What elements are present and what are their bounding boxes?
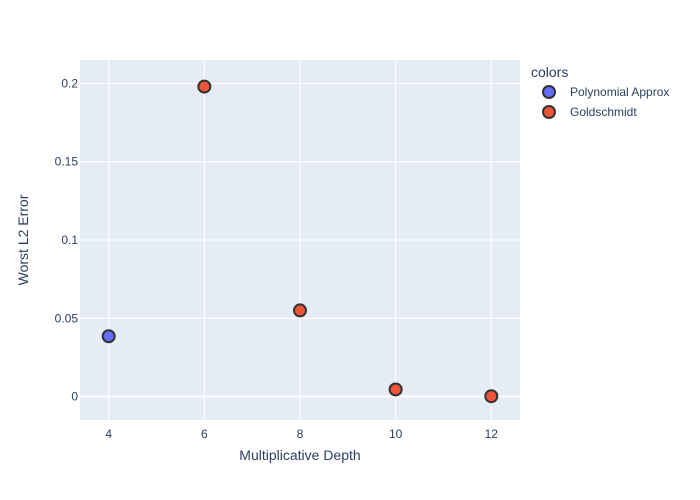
- y-axis-title: Worst L2 Error: [15, 194, 31, 285]
- y-tick-label: 0.1: [61, 233, 78, 247]
- data-point: [484, 389, 499, 404]
- x-axis-title: Multiplicative Depth: [239, 447, 360, 463]
- legend-item-label: Goldschmidt: [570, 105, 637, 119]
- y-tick-label: 0.2: [61, 76, 78, 90]
- legend-item-label: Polynomial Approx: [570, 85, 669, 99]
- legend-marker: [542, 85, 556, 99]
- data-point: [101, 329, 116, 344]
- x-tick-label: 4: [105, 427, 112, 441]
- x-tick-label: 10: [389, 427, 403, 441]
- legend: colors Polynomial Approx Goldschmidt: [531, 64, 669, 119]
- legend-title: colors: [531, 64, 568, 80]
- grid-lines: [80, 60, 520, 420]
- x-axis-ticks: 4 6 8 10 12: [105, 427, 498, 441]
- x-tick-label: 12: [485, 427, 499, 441]
- data-points: [101, 79, 499, 404]
- y-tick-label: 0.15: [55, 155, 79, 169]
- data-point: [197, 79, 212, 94]
- y-tick-label: 0: [71, 390, 78, 404]
- y-tick-label: 0.05: [55, 311, 79, 325]
- y-axis-ticks: 0 0.05 0.1 0.15 0.2: [55, 76, 79, 403]
- legend-marker: [542, 105, 556, 119]
- data-point: [388, 382, 403, 397]
- x-tick-label: 6: [201, 427, 208, 441]
- data-point: [293, 303, 307, 318]
- x-tick-label: 8: [297, 427, 304, 441]
